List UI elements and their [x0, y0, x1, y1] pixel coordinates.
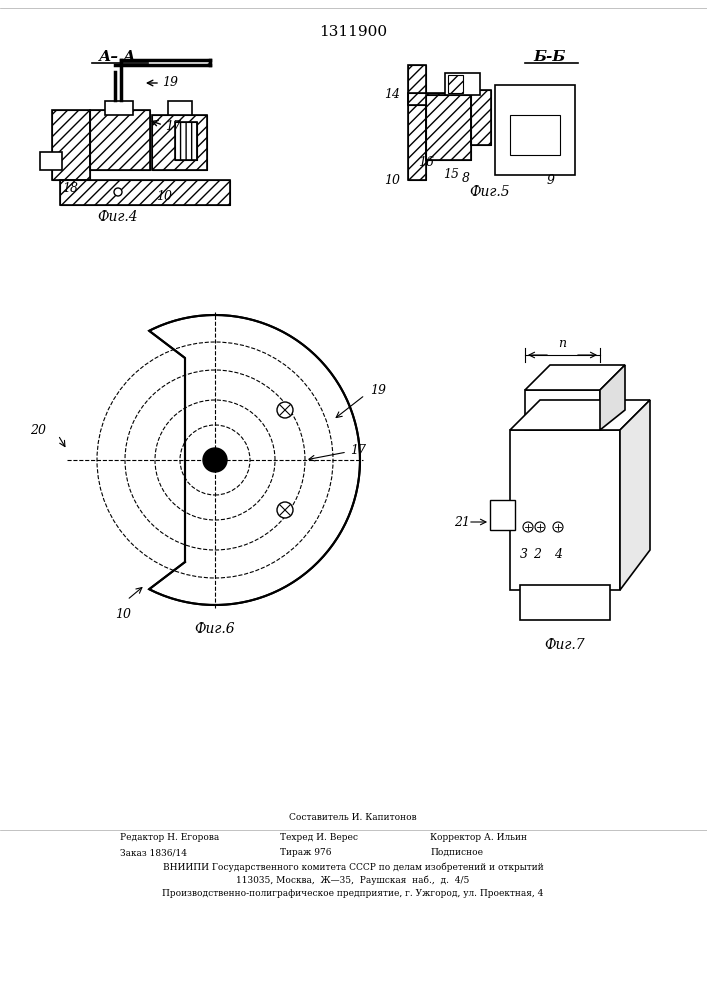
Bar — [408, 65, 426, 180]
Text: ВНИИПИ Государственного комитета СССР по делам изобретений и открытий: ВНИИПИ Государственного комитета СССР по… — [163, 862, 544, 872]
Bar — [175, 122, 197, 160]
Bar — [408, 93, 476, 105]
Bar — [40, 152, 62, 170]
Text: 20: 20 — [30, 424, 46, 436]
Text: 16: 16 — [418, 155, 434, 168]
Text: 17: 17 — [165, 119, 181, 132]
Text: 8: 8 — [462, 172, 470, 184]
Bar — [168, 101, 192, 115]
Text: 113035, Москва,  Ж—35,  Раушская  наб.,  д.  4/5: 113035, Москва, Ж—35, Раушская наб., д. … — [236, 876, 469, 885]
Text: 3: 3 — [520, 548, 528, 561]
Text: Б-Б: Б-Б — [534, 50, 566, 64]
Bar — [448, 75, 463, 93]
Text: Производственно-полиграфическое предприятие, г. Ужгород, ул. Проектная, 4: Производственно-полиграфическое предприя… — [163, 889, 544, 898]
Text: Фиг.5: Фиг.5 — [469, 185, 510, 199]
Circle shape — [277, 502, 293, 518]
Bar — [426, 95, 471, 160]
Bar — [510, 430, 620, 590]
Circle shape — [523, 522, 533, 532]
Circle shape — [277, 402, 293, 418]
Bar — [52, 110, 90, 180]
Bar — [152, 115, 207, 170]
Bar — [495, 85, 575, 175]
Bar — [471, 90, 491, 145]
Text: 10: 10 — [384, 174, 400, 186]
Text: Составитель И. Капитонов: Составитель И. Капитонов — [289, 813, 417, 822]
Text: 18: 18 — [62, 182, 78, 195]
Text: 15: 15 — [443, 168, 459, 182]
Bar — [152, 115, 207, 170]
Bar — [490, 500, 515, 530]
Bar — [510, 115, 560, 155]
Text: 10: 10 — [156, 190, 172, 203]
Text: Фиг.6: Фиг.6 — [194, 622, 235, 636]
Text: Подписное: Подписное — [430, 848, 483, 857]
Text: Фиг.7: Фиг.7 — [544, 638, 585, 652]
Text: 4: 4 — [554, 548, 562, 561]
Bar — [525, 390, 600, 430]
Text: А– А: А– А — [99, 50, 137, 64]
Text: 19: 19 — [370, 383, 386, 396]
Circle shape — [114, 188, 122, 196]
Polygon shape — [149, 315, 360, 605]
Text: Техред И. Верес: Техред И. Верес — [280, 833, 358, 842]
Circle shape — [553, 522, 563, 532]
Bar — [471, 90, 491, 145]
Bar — [60, 180, 230, 205]
Bar — [175, 122, 197, 160]
Text: 10: 10 — [115, 608, 131, 621]
Polygon shape — [510, 400, 650, 430]
Bar — [105, 101, 133, 115]
Bar — [52, 110, 90, 180]
Bar — [60, 180, 230, 205]
Text: n: n — [558, 337, 566, 350]
Circle shape — [535, 522, 545, 532]
Bar — [90, 110, 150, 170]
Circle shape — [203, 448, 227, 472]
Polygon shape — [525, 365, 625, 390]
Bar — [90, 110, 150, 170]
Text: 2: 2 — [533, 548, 541, 561]
Bar — [445, 73, 480, 95]
Text: 21: 21 — [454, 516, 470, 528]
Text: Фиг.4: Фиг.4 — [98, 210, 139, 224]
Text: Заказ 1836/14: Заказ 1836/14 — [120, 848, 187, 857]
Text: 17: 17 — [350, 444, 366, 456]
Text: Тираж 976: Тираж 976 — [280, 848, 332, 857]
Text: 19: 19 — [162, 77, 178, 90]
Text: 14: 14 — [384, 89, 400, 102]
Text: Редактор Н. Егорова: Редактор Н. Егорова — [120, 833, 219, 842]
Polygon shape — [600, 365, 625, 430]
Bar — [408, 93, 476, 105]
Text: 1311900: 1311900 — [319, 25, 387, 39]
Bar — [426, 95, 471, 160]
Bar — [408, 65, 426, 180]
Bar — [520, 585, 610, 620]
Text: 9: 9 — [547, 174, 555, 186]
Text: Корректор А. Ильин: Корректор А. Ильин — [430, 833, 527, 842]
Polygon shape — [620, 400, 650, 590]
